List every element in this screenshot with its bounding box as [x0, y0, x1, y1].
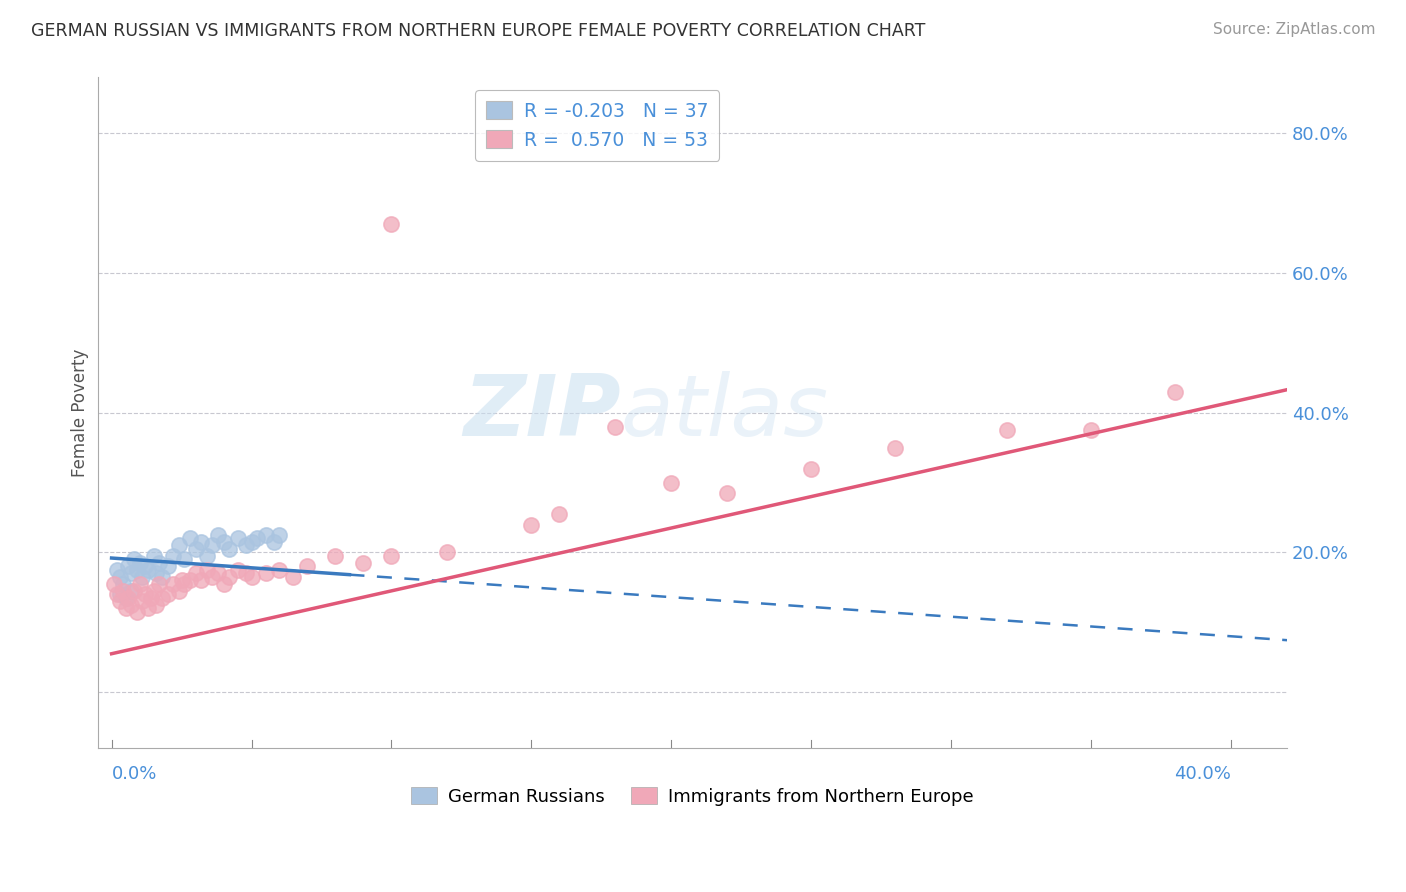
Point: [142, 549, 165, 563]
Point: [226, 563, 249, 577]
Point: [108, 570, 131, 584]
Point: [120, 598, 142, 612]
Point: [179, 574, 201, 588]
Point: [108, 594, 131, 608]
Point: [207, 566, 229, 581]
Point: [263, 535, 285, 549]
Point: [120, 566, 142, 581]
Point: [139, 591, 162, 605]
Point: [716, 486, 738, 500]
Point: [145, 598, 167, 612]
Point: [167, 583, 190, 598]
Point: [1164, 384, 1187, 399]
Point: [201, 570, 224, 584]
Point: [226, 532, 249, 546]
Point: [156, 587, 179, 601]
Point: [995, 423, 1018, 437]
Point: [131, 570, 153, 584]
Point: [353, 556, 375, 570]
Point: [134, 559, 156, 574]
Point: [128, 556, 150, 570]
Point: [108, 587, 131, 601]
Point: [105, 563, 128, 577]
Point: [117, 559, 139, 574]
Text: 40.0%: 40.0%: [1174, 765, 1232, 783]
Point: [111, 577, 134, 591]
Point: [190, 574, 212, 588]
Point: [190, 535, 212, 549]
Text: Source: ZipAtlas.com: Source: ZipAtlas.com: [1212, 22, 1375, 37]
Point: [120, 583, 142, 598]
Legend: German Russians, Immigrants from Northern Europe: German Russians, Immigrants from Norther…: [405, 780, 980, 813]
Point: [114, 601, 136, 615]
Point: [136, 563, 159, 577]
Point: [207, 528, 229, 542]
Point: [218, 570, 240, 584]
Text: atlas: atlas: [621, 371, 830, 454]
Point: [605, 419, 627, 434]
Point: [162, 549, 184, 563]
Point: [125, 605, 148, 619]
Point: [380, 217, 402, 231]
Point: [235, 566, 257, 581]
Point: [1080, 423, 1102, 437]
Point: [195, 563, 218, 577]
Point: [114, 591, 136, 605]
Point: [150, 570, 173, 584]
Point: [148, 577, 170, 591]
Point: [246, 532, 269, 546]
Point: [173, 577, 195, 591]
Point: [212, 577, 235, 591]
Point: [150, 591, 173, 605]
Text: ZIP: ZIP: [464, 371, 621, 454]
Point: [184, 566, 207, 581]
Point: [173, 552, 195, 566]
Point: [145, 566, 167, 581]
Point: [179, 532, 201, 546]
Point: [105, 587, 128, 601]
Point: [134, 587, 156, 601]
Point: [170, 574, 193, 588]
Point: [800, 461, 823, 475]
Point: [240, 570, 263, 584]
Point: [254, 566, 277, 581]
Point: [269, 563, 291, 577]
Point: [380, 549, 402, 563]
Point: [111, 583, 134, 598]
Point: [122, 583, 145, 598]
Point: [436, 545, 458, 559]
Point: [125, 563, 148, 577]
Point: [254, 528, 277, 542]
Point: [167, 539, 190, 553]
Point: [283, 570, 305, 584]
Point: [240, 535, 263, 549]
Point: [136, 601, 159, 615]
Point: [131, 594, 153, 608]
Point: [148, 556, 170, 570]
Text: 0.0%: 0.0%: [111, 765, 157, 783]
Point: [884, 441, 907, 455]
Y-axis label: Female Poverty: Female Poverty: [72, 349, 89, 477]
Point: [218, 541, 240, 556]
Point: [122, 552, 145, 566]
Point: [269, 528, 291, 542]
Point: [212, 535, 235, 549]
Point: [201, 539, 224, 553]
Point: [195, 549, 218, 563]
Point: [325, 549, 347, 563]
Point: [117, 591, 139, 605]
Point: [659, 475, 682, 490]
Point: [162, 577, 184, 591]
Point: [103, 577, 125, 591]
Point: [297, 559, 319, 574]
Point: [184, 541, 207, 556]
Point: [156, 559, 179, 574]
Point: [235, 539, 257, 553]
Point: [548, 507, 571, 521]
Text: GERMAN RUSSIAN VS IMMIGRANTS FROM NORTHERN EUROPE FEMALE POVERTY CORRELATION CHA: GERMAN RUSSIAN VS IMMIGRANTS FROM NORTHE…: [31, 22, 925, 40]
Point: [520, 517, 543, 532]
Point: [142, 583, 165, 598]
Point: [128, 577, 150, 591]
